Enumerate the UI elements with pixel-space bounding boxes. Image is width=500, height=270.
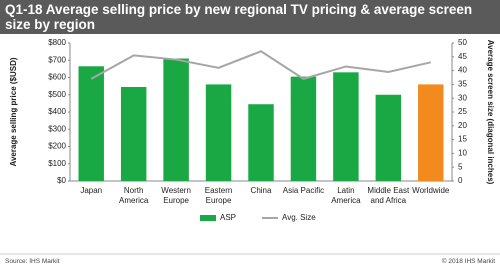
y2-tick-label: 20 xyxy=(458,121,467,130)
y-tick-label: $0 xyxy=(57,176,66,185)
bar xyxy=(333,72,359,181)
header-band: Q1-18 Average selling price by new regio… xyxy=(0,0,500,34)
y2-tick-label: 10 xyxy=(458,149,467,158)
bar xyxy=(78,66,104,181)
x-tick-label: Middle East and Africa xyxy=(367,186,410,205)
bar xyxy=(163,58,189,181)
bar xyxy=(120,86,147,181)
y2-axis-title: Average screen size (diagonal inches) xyxy=(486,40,495,185)
x-tick-label: Latin America xyxy=(331,186,361,205)
y2-tick-label: 40 xyxy=(458,66,467,75)
y-tick-label: $300 xyxy=(48,124,66,133)
y2-tick-label: 25 xyxy=(458,107,467,116)
x-tick-label: North America xyxy=(118,186,149,205)
legend-swatch xyxy=(200,215,216,221)
line xyxy=(90,50,431,80)
y-tick-label: $600 xyxy=(48,73,66,82)
x-tick-label: China xyxy=(250,186,272,195)
bar xyxy=(290,76,317,181)
x-tick-label: Eastern Europe xyxy=(204,186,233,205)
bar xyxy=(375,94,402,181)
legend-label: Avg. Size xyxy=(282,213,316,222)
x-tick-label: Western Europe xyxy=(161,186,191,205)
bar xyxy=(205,84,232,181)
source: Source: IHS Markit xyxy=(5,258,60,265)
bar xyxy=(248,104,274,181)
y-tick-label: $400 xyxy=(48,107,66,116)
y2-tick-label: 45 xyxy=(458,52,467,61)
y2-tick-label: 5 xyxy=(458,162,463,171)
x-tick-label: Asia Pacific xyxy=(282,186,325,195)
x-tick-label: Worldwide xyxy=(412,186,450,195)
y2-tick-label: 30 xyxy=(458,93,467,102)
y2-tick-label: 50 xyxy=(458,38,467,47)
y-axis-title: Average selling price ($USD) xyxy=(9,57,18,166)
x-tick-label: Japan xyxy=(80,186,103,195)
y-tick-label: $500 xyxy=(48,90,66,99)
y2-tick-label: 15 xyxy=(458,135,467,144)
y2-tick-label: 0 xyxy=(458,176,463,185)
y-tick-label: $800 xyxy=(48,38,66,47)
chart-title: Q1-18 Average selling price by new regio… xyxy=(5,2,473,32)
y-tick-label: $200 xyxy=(48,142,66,151)
y-tick-label: $700 xyxy=(48,55,66,64)
y2-tick-label: 35 xyxy=(458,80,467,89)
y-tick-label: $100 xyxy=(48,159,66,168)
copyright: © 2018 IHS Markit xyxy=(441,258,495,265)
bar xyxy=(418,84,444,181)
legend-label: ASP xyxy=(220,213,236,222)
